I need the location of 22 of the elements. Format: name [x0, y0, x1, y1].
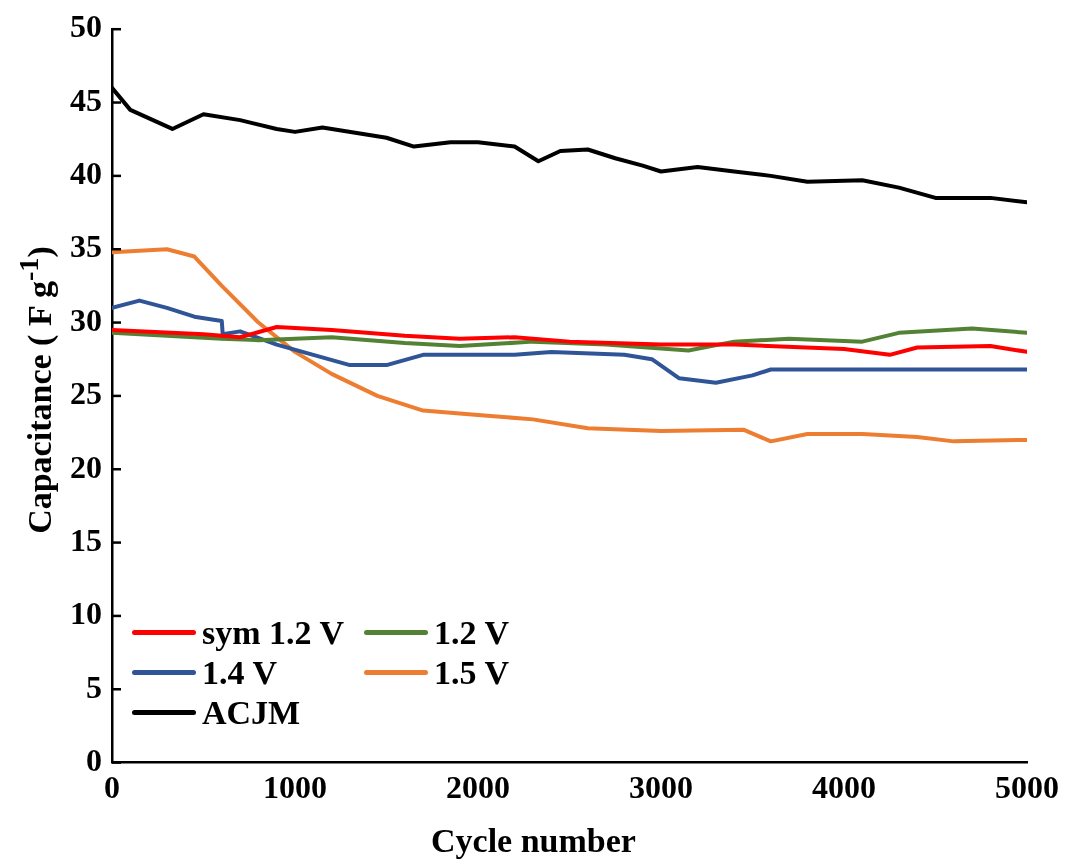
y-tick-label: 5 [86, 668, 102, 705]
x-tick-label: 2000 [446, 769, 510, 806]
legend-label: 1.4 V [202, 652, 277, 693]
legend-label: 1.2 V [434, 612, 509, 653]
y-tick-label: 35 [70, 228, 102, 265]
x-tick-label: 4000 [812, 769, 876, 806]
x-tick-label: 1000 [263, 769, 327, 806]
y-tick-label: 10 [70, 595, 102, 632]
y-tick-label: 0 [86, 741, 102, 778]
legend-label: 1.5 V [434, 652, 509, 693]
y-tick-label: 45 [70, 81, 102, 118]
y-tick-label: 50 [70, 8, 102, 45]
x-tick-label: 5000 [995, 769, 1059, 806]
y-tick-label: 20 [70, 448, 102, 485]
y-tick-label: 30 [70, 301, 102, 338]
y-tick-label: 15 [70, 521, 102, 558]
y-tick-label: 40 [70, 155, 102, 192]
legend-label: sym 1.2 V [202, 612, 344, 653]
x-axis-title: Cycle number [430, 822, 637, 860]
y-tick-label: 25 [70, 375, 102, 412]
x-tick-label: 3000 [629, 769, 693, 806]
legend-label: ACJM [202, 692, 301, 733]
